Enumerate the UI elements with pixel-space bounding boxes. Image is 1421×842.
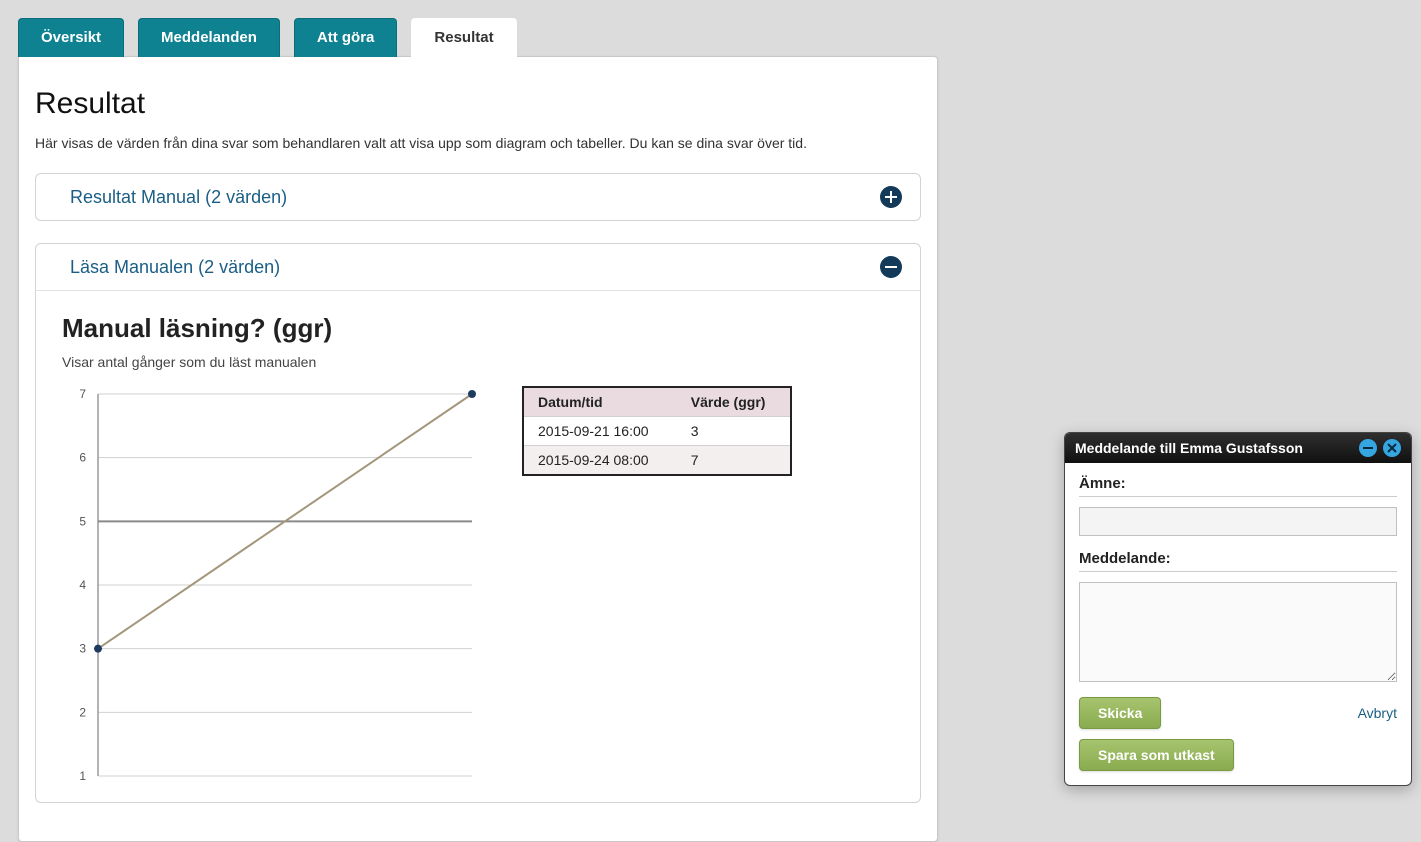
chart-title: Manual läsning? (ggr) [62, 313, 894, 344]
table-cell: 3 [677, 417, 791, 446]
data-table: Datum/tid Värde (ggr) 2015-09-21 16:0032… [522, 386, 792, 476]
tab-resultat[interactable]: Resultat [411, 18, 516, 57]
page-description: Här visas de värden från dina svar som b… [35, 135, 921, 151]
table-col-datum: Datum/tid [523, 387, 677, 417]
table-cell: 2015-09-24 08:00 [523, 446, 677, 476]
message-popup: Meddelande till Emma Gustafsson Ämne: Me… [1064, 432, 1412, 786]
tab-meddelanden[interactable]: Meddelanden [138, 18, 280, 57]
accordion-lasa-manualen: Läsa Manualen (2 värden) Manual läsning?… [35, 243, 921, 803]
subject-input[interactable] [1079, 507, 1397, 536]
expand-icon[interactable] [880, 186, 902, 208]
page-title: Resultat [35, 87, 921, 121]
accordion-header[interactable]: Läsa Manualen (2 värden) [36, 244, 920, 290]
svg-text:6: 6 [79, 451, 86, 465]
svg-text:2: 2 [79, 705, 86, 719]
collapse-icon[interactable] [880, 256, 902, 278]
table-row: 2015-09-24 08:007 [523, 446, 791, 476]
chart-subtitle: Visar antal gånger som du läst manualen [62, 354, 894, 370]
tab-attgora[interactable]: Att göra [294, 18, 398, 57]
message-label: Meddelande: [1079, 550, 1397, 567]
svg-text:7: 7 [79, 387, 86, 401]
table-col-varde: Värde (ggr) [677, 387, 791, 417]
table-row: 2015-09-21 16:003 [523, 417, 791, 446]
svg-text:4: 4 [79, 578, 86, 592]
chart-area: 1 2 3 4 5 6 7 Datum/tid Värde (ggr) 2015-09-21… [62, 386, 894, 796]
svg-text:1: 1 [79, 769, 86, 783]
accordion-body: Manual läsning? (ggr) Visar antal gånger… [36, 290, 920, 802]
table-cell: 2015-09-21 16:00 [523, 417, 677, 446]
content-card: Resultat Här visas de värden från dina s… [18, 56, 938, 842]
popup-body: Ämne: Meddelande: Skicka Avbryt Spara so… [1065, 463, 1411, 785]
accordion-title: Läsa Manualen (2 värden) [70, 257, 280, 278]
table-header-row: Datum/tid Värde (ggr) [523, 387, 791, 417]
tab-oversikt[interactable]: Översikt [18, 18, 124, 57]
tabs-row: Översikt Meddelanden Att göra Resultat [18, 18, 938, 57]
cancel-link[interactable]: Avbryt [1358, 705, 1397, 721]
svg-text:5: 5 [79, 514, 86, 528]
popup-titlebar[interactable]: Meddelande till Emma Gustafsson [1065, 433, 1411, 463]
send-button[interactable]: Skicka [1079, 697, 1161, 729]
popup-title: Meddelande till Emma Gustafsson [1075, 440, 1303, 456]
svg-text:3: 3 [79, 642, 86, 656]
table-cell: 7 [677, 446, 791, 476]
message-textarea[interactable] [1079, 582, 1397, 682]
minimize-icon[interactable] [1359, 439, 1377, 457]
main-panel: Översikt Meddelanden Att göra Resultat R… [18, 18, 938, 842]
subject-label: Ämne: [1079, 475, 1397, 492]
save-draft-button[interactable]: Spara som utkast [1079, 739, 1234, 771]
close-icon[interactable] [1383, 439, 1401, 457]
accordion-header[interactable]: Resultat Manual (2 värden) [36, 174, 920, 220]
chart-svg: 1 2 3 4 5 6 7 [62, 386, 482, 796]
accordion-resultat-manual: Resultat Manual (2 värden) [35, 173, 921, 221]
accordion-title: Resultat Manual (2 värden) [70, 187, 287, 208]
line-chart: 1 2 3 4 5 6 7 [62, 386, 482, 796]
